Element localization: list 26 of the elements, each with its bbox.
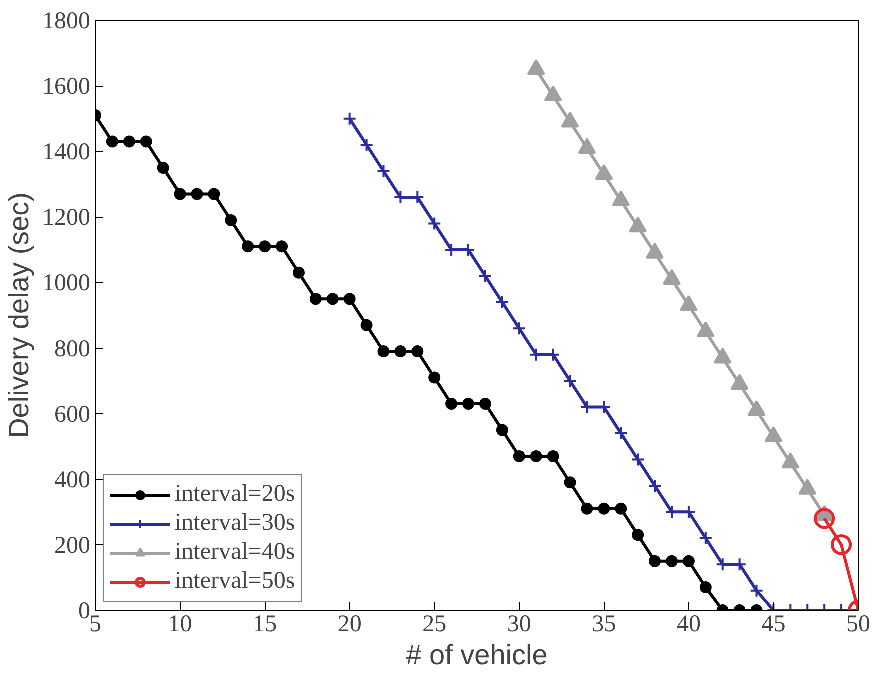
x-tick-label: 40 (676, 612, 701, 638)
y-tick-label: 200 (54, 532, 90, 559)
x-axis-title: # of vehicle (406, 640, 548, 670)
y-tick-label: 1200 (42, 205, 90, 232)
y-tick-label: 800 (54, 336, 90, 362)
y-axis-title: Delivery delay (sec) (4, 192, 34, 438)
x-tick-label: 25 (422, 612, 447, 638)
x-tick-label: 20 (338, 612, 362, 638)
legend-label: interval=40s (175, 539, 296, 566)
x-tick-label: 15 (253, 612, 278, 638)
x-tick-label: 10 (168, 612, 192, 638)
y-tick-label: 600 (54, 402, 90, 428)
y-tick-label: 400 (54, 467, 90, 494)
y-tick-label: 1800 (42, 8, 90, 34)
x-tick-label: 5 (90, 612, 102, 638)
x-tick-label: 30 (507, 612, 532, 638)
legend-label: interval=50s (175, 568, 296, 595)
legend-label: interval=30s (175, 510, 296, 537)
x-tick-label: 35 (592, 612, 616, 638)
y-tick-label: 1000 (42, 270, 90, 297)
y-tick-label: 1600 (42, 74, 90, 100)
y-tick-label: 1400 (42, 140, 90, 166)
x-tick-label: 45 (762, 612, 786, 638)
legend-label: interval=20s (175, 481, 296, 508)
y-tick-label: 0 (78, 598, 90, 624)
x-tick-label: 50 (846, 612, 870, 638)
